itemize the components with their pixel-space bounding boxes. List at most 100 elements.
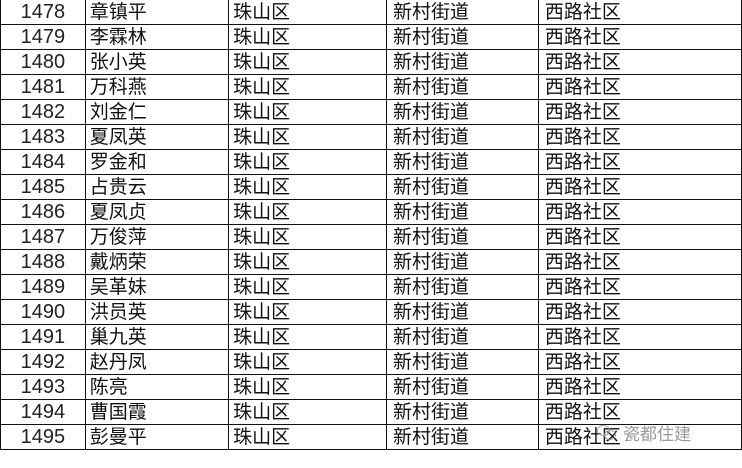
person-name-cell: 刘金仁 (84, 99, 230, 125)
row-number-cell: 1479 (0, 24, 86, 50)
street-cell: 新村街道 (386, 399, 539, 425)
district-cell: 珠山区 (228, 274, 388, 300)
table-row: 1479 李霖林 珠山区 新村街道 西路社区 (0, 24, 742, 50)
community-cell: 西路社区 (537, 149, 742, 175)
row-number-cell: 1495 (0, 424, 86, 450)
person-name-cell: 罗金和 (84, 149, 230, 175)
district-cell: 珠山区 (228, 49, 388, 75)
row-number-cell: 1493 (0, 374, 86, 400)
community-cell: 西路社区 (537, 199, 742, 225)
street-cell: 新村街道 (386, 349, 539, 375)
row-number-cell: 1483 (0, 124, 86, 150)
street-cell: 新村街道 (386, 299, 539, 325)
street-cell: 新村街道 (386, 199, 539, 225)
district-cell: 珠山区 (228, 349, 388, 375)
district-cell: 珠山区 (228, 249, 388, 275)
table-row: 1485 占贵云 珠山区 新村街道 西路社区 (0, 174, 742, 200)
watermark-text: 瓷都住建 (623, 425, 691, 445)
community-cell: 西路社区 (537, 0, 742, 25)
person-name-cell: 巢九英 (84, 324, 230, 350)
district-cell: 珠山区 (228, 149, 388, 175)
street-cell: 新村街道 (386, 224, 539, 250)
row-number-cell: 1480 (0, 49, 86, 75)
row-number-cell: 1478 (0, 0, 86, 25)
community-cell: 西路社区 (537, 299, 742, 325)
district-cell: 珠山区 (228, 199, 388, 225)
community-cell: 西路社区 (537, 74, 742, 100)
person-name-cell: 彭曼平 (84, 424, 230, 450)
table-row: 1487 万俊萍 珠山区 新村街道 西路社区 (0, 224, 742, 250)
person-name-cell: 洪员英 (84, 299, 230, 325)
table-row: 1494 曹国霞 珠山区 新村街道 西路社区 (0, 399, 742, 425)
person-name-cell: 万俊萍 (84, 224, 230, 250)
table-row: 1478 章镇平 珠山区 新村街道 西路社区 (0, 0, 742, 25)
person-name-cell: 曹国霞 (84, 399, 230, 425)
district-cell: 珠山区 (228, 374, 388, 400)
community-cell: 西路社区 (537, 99, 742, 125)
table-row: 1480 张小英 珠山区 新村街道 西路社区 (0, 49, 742, 75)
person-name-cell: 陈亮 (84, 374, 230, 400)
street-cell: 新村街道 (386, 374, 539, 400)
row-number-cell: 1481 (0, 74, 86, 100)
person-name-cell: 夏凤英 (84, 124, 230, 150)
community-cell: 西路社区 (537, 224, 742, 250)
person-name-cell: 章镇平 (84, 0, 230, 25)
street-cell: 新村街道 (386, 424, 539, 450)
district-cell: 珠山区 (228, 399, 388, 425)
community-cell: 西路社区 (537, 424, 742, 450)
table-row: 1488 戴炳荣 珠山区 新村街道 西路社区 (0, 249, 742, 275)
table-row: 1482 刘金仁 珠山区 新村街道 西路社区 (0, 99, 742, 125)
district-cell: 珠山区 (228, 424, 388, 450)
community-cell: 西路社区 (537, 274, 742, 300)
street-cell: 新村街道 (386, 99, 539, 125)
street-cell: 新村街道 (386, 174, 539, 200)
street-cell: 新村街道 (386, 0, 539, 25)
district-cell: 珠山区 (228, 299, 388, 325)
person-name-cell: 戴炳荣 (84, 249, 230, 275)
district-cell: 珠山区 (228, 124, 388, 150)
row-number-cell: 1494 (0, 399, 86, 425)
table-row: 1490 洪员英 珠山区 新村街道 西路社区 (0, 299, 742, 325)
watermark: 瓷都住建 (597, 420, 691, 445)
district-cell: 珠山区 (228, 99, 388, 125)
person-name-cell: 吴革妹 (84, 274, 230, 300)
community-cell: 西路社区 (537, 324, 742, 350)
community-cell: 西路社区 (537, 24, 742, 50)
street-cell: 新村街道 (386, 249, 539, 275)
district-cell: 珠山区 (228, 224, 388, 250)
row-number-cell: 1491 (0, 324, 86, 350)
street-cell: 新村街道 (386, 124, 539, 150)
row-number-cell: 1486 (0, 199, 86, 225)
table-row: 1489 吴革妹 珠山区 新村街道 西路社区 (0, 274, 742, 300)
table-row: 1495 彭曼平 珠山区 新村街道 西路社区 (0, 424, 742, 450)
community-cell: 西路社区 (537, 374, 742, 400)
table-row: 1491 巢九英 珠山区 新村街道 西路社区 (0, 324, 742, 350)
community-cell: 西路社区 (537, 49, 742, 75)
district-cell: 珠山区 (228, 74, 388, 100)
table-row: 1493 陈亮 珠山区 新村街道 西路社区 (0, 374, 742, 400)
community-cell: 西路社区 (537, 249, 742, 275)
street-cell: 新村街道 (386, 274, 539, 300)
person-name-cell: 张小英 (84, 49, 230, 75)
row-number-cell: 1492 (0, 349, 86, 375)
row-number-cell: 1487 (0, 224, 86, 250)
district-cell: 珠山区 (228, 174, 388, 200)
row-number-cell: 1489 (0, 274, 86, 300)
roster-table: 1478 章镇平 珠山区 新村街道 西路社区 1479 李霖林 珠山区 新村街道 西路社区 1480… (0, 0, 742, 450)
row-number-cell: 1485 (0, 174, 86, 200)
community-cell: 西路社区 (537, 124, 742, 150)
row-number-cell: 1490 (0, 299, 86, 325)
wechat-icon (597, 424, 617, 441)
person-name-cell: 占贵云 (84, 174, 230, 200)
street-cell: 新村街道 (386, 149, 539, 175)
row-number-cell: 1482 (0, 99, 86, 125)
community-cell: 西路社区 (537, 399, 742, 425)
community-cell: 西路社区 (537, 174, 742, 200)
district-cell: 珠山区 (228, 324, 388, 350)
table-row: 1486 夏凤贞 珠山区 新村街道 西路社区 (0, 199, 742, 225)
street-cell: 新村街道 (386, 24, 539, 50)
street-cell: 新村街道 (386, 324, 539, 350)
district-cell: 珠山区 (228, 0, 388, 25)
district-cell: 珠山区 (228, 24, 388, 50)
table-row: 1481 万科燕 珠山区 新村街道 西路社区 (0, 74, 742, 100)
